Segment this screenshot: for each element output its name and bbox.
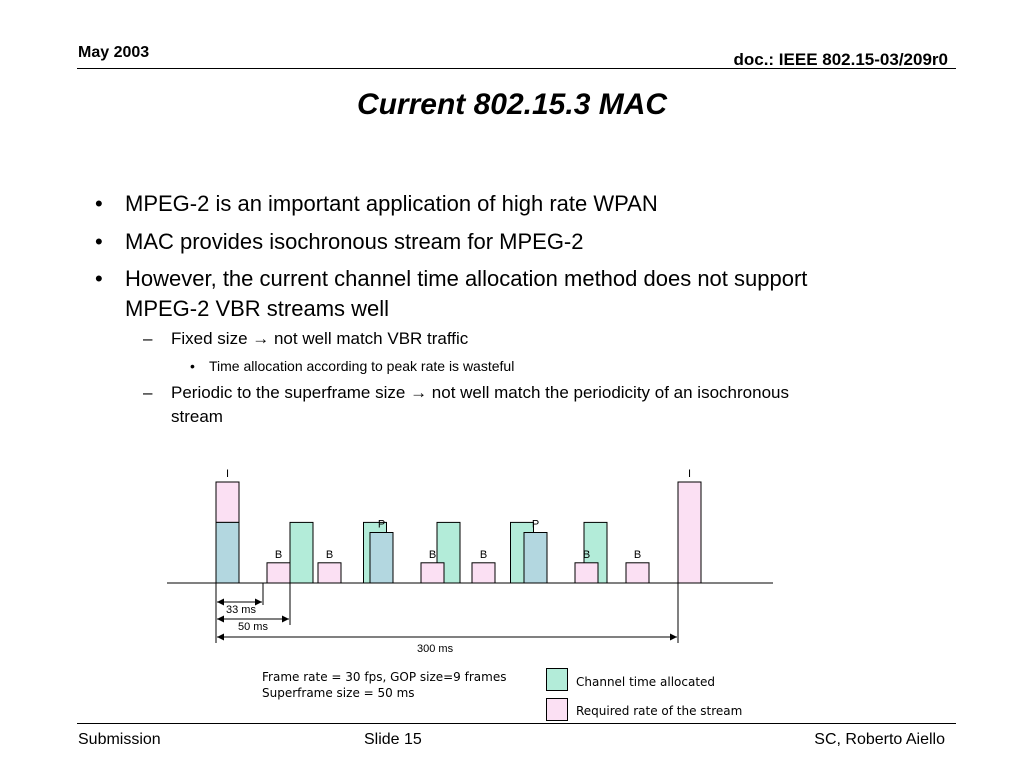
frame-type-label: P [532,519,539,531]
required-rate-bar [266,562,291,584]
sub-bullet-1-text-after: not well match VBR traffic [269,329,469,348]
sub-bullet-1: – Fixed size → not well match VBR traffi… [143,327,469,351]
sub-bullet-2-text-a: Periodic to the superframe size [171,383,411,402]
bullet-3: • However, the current channel time allo… [95,264,945,324]
arrow-icon: → [252,329,270,348]
slide-title: Current 802.15.3 MAC [356,88,668,121]
bullet-3-text-line2: MPEG-2 VBR streams well [125,296,390,321]
sub-sub-bullet-1: • Time allocation according to peak rate… [190,357,515,375]
legend-label-allocated: Channel time allocated [576,675,716,689]
sub-sub-bullet-1-text: Time allocation according to peak rate i… [209,358,515,374]
legend-swatch-allocated [546,668,568,691]
required-rate-bar [574,562,599,584]
channel-allocation-slot [289,521,314,584]
frame-type-label: B [583,549,590,561]
bullet-3-text-line1: However, the current channel time alloca… [125,266,808,291]
header-rule [77,68,956,69]
bullet-2: • MAC provides isochronous stream for MP… [95,227,584,257]
legend-label-required: Required rate of the stream [576,704,743,718]
required-rate-bar-overlap [215,521,240,584]
footer-rule [77,723,956,724]
bullet-marker: • [95,266,103,291]
required-rate-bar [471,562,496,584]
legend-swatch-required [546,698,568,721]
footer-author: SC, Roberto Aiello [814,731,945,748]
required-rate-bar [420,562,445,584]
frame-type-label: B [480,549,487,561]
required-rate-bar-overlap [523,532,548,584]
required-rate-bar [625,562,650,584]
caption-frame-rate: Frame rate = 30 fps, GOP size=9 frames [262,670,507,684]
header-date: May 2003 [78,44,150,61]
frame-type-label: I [226,468,229,480]
sub-bullet-1-text: Fixed size [171,329,253,348]
bullet-1-text: MPEG-2 is an important application of hi… [125,191,658,216]
dim-label-33: 33 ms [226,604,256,616]
sub-bullet-2-text-line2: stream [171,407,223,426]
frame-type-label: I [688,468,691,480]
bullet-2-text: MAC provides isochronous stream for MPEG… [125,229,584,254]
bullet-marker: • [190,358,195,374]
bullet-marker: • [95,191,103,216]
sub-bullet-2: – Periodic to the superframe size → not … [143,381,931,429]
required-rate-bar-overlap [369,532,394,584]
required-rate-bar [317,562,342,584]
dash-marker: – [143,329,153,348]
frame-type-label: B [275,549,282,561]
required-rate-bar [677,481,702,584]
sub-bullet-2-text-b: not well match the periodicity of an iso… [427,383,789,402]
bullet-1: • MPEG-2 is an important application of … [95,189,658,219]
caption-superframe: Superframe size = 50 ms [262,686,415,700]
frame-type-label: B [326,549,333,561]
frame-type-label: P [378,519,385,531]
arrow-icon: → [410,383,428,402]
frame-type-label: B [429,549,436,561]
dim-label-50: 50 ms [238,621,268,633]
dash-marker: – [143,383,153,402]
required-rate-bar [215,481,240,523]
frame-type-label: B [634,549,641,561]
footer-submission: Submission [78,731,161,748]
bullet-marker: • [95,229,103,254]
header-doc-id: doc.: IEEE 802.15-03/209r0 [733,50,948,69]
footer-slide-number: Slide 15 [364,731,422,748]
dim-label-300: 300 ms [417,643,454,655]
